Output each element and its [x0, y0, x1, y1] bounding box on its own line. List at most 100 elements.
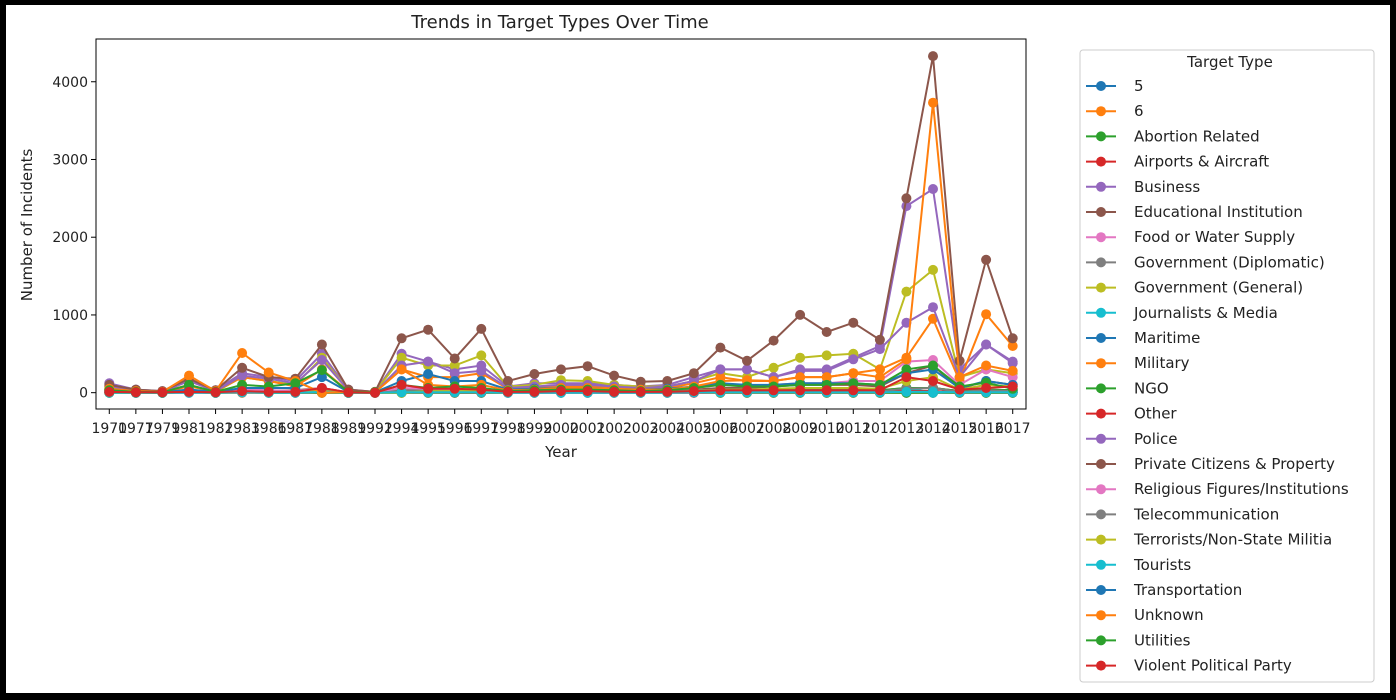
legend-label: Private Citizens & Property — [1134, 455, 1335, 473]
data-point — [609, 386, 620, 397]
legend-item: 6 — [1086, 102, 1144, 120]
data-point — [184, 370, 194, 381]
data-point — [423, 356, 434, 367]
data-point — [502, 386, 513, 397]
legend-marker — [1096, 106, 1106, 117]
x-tick-label: 2003 — [623, 421, 659, 437]
data-point — [290, 386, 301, 397]
legend-label: Government (Diplomatic) — [1134, 253, 1325, 271]
data-point — [928, 97, 938, 108]
data-point — [316, 355, 327, 365]
data-point — [954, 384, 965, 395]
series-layer — [104, 51, 1018, 398]
data-point — [184, 379, 194, 390]
data-point — [874, 364, 885, 375]
x-tick-label: 2017 — [995, 421, 1031, 437]
data-point — [901, 354, 912, 365]
data-point — [901, 386, 912, 397]
data-point — [795, 385, 806, 396]
x-tick-label: 1994 — [384, 421, 420, 437]
data-point — [263, 386, 274, 397]
data-point — [529, 369, 540, 379]
data-point — [396, 333, 407, 344]
data-point — [928, 51, 938, 62]
data-point — [1007, 365, 1018, 376]
data-point — [370, 387, 380, 398]
data-point — [742, 385, 752, 396]
y-axis-label: Number of Incidents — [18, 149, 36, 302]
legend-label: 6 — [1134, 102, 1144, 120]
data-point — [423, 324, 434, 335]
x-tick-label: 1996 — [437, 421, 473, 437]
legend-label: Abortion Related — [1134, 127, 1260, 145]
data-point — [848, 385, 859, 396]
data-point — [449, 368, 460, 379]
x-tick-label: 2016 — [968, 421, 1004, 437]
x-tick-label: 2007 — [729, 421, 765, 437]
data-point — [928, 184, 938, 194]
data-point — [316, 339, 327, 350]
x-tick-label: 2010 — [809, 421, 845, 437]
data-point — [848, 354, 859, 365]
legend-item: Tourists — [1086, 556, 1191, 574]
x-tick-label: 2001 — [570, 421, 606, 437]
x-tick-label: 1992 — [357, 421, 393, 437]
legend-label: 5 — [1134, 77, 1144, 95]
data-point — [130, 387, 141, 398]
data-point — [688, 386, 699, 397]
data-point — [423, 383, 434, 394]
legend-label: Terrorists/Non-State Militia — [1133, 531, 1332, 549]
data-point — [874, 385, 885, 396]
legend-marker — [1096, 307, 1106, 318]
data-point — [343, 387, 354, 398]
data-point — [662, 376, 673, 386]
data-point — [901, 372, 912, 383]
legend-item: Unknown — [1086, 606, 1204, 624]
legend-item: Transportation — [1086, 581, 1242, 599]
x-axis: 1970197719791981198219831986198719881989… — [91, 409, 1031, 437]
data-point — [954, 372, 965, 383]
data-point — [449, 360, 460, 371]
legend: Target Type 5 6 Abortion Related Airports &… — [1079, 49, 1375, 683]
x-tick-label: 2008 — [756, 421, 792, 437]
legend-marker — [1096, 534, 1106, 545]
legend-marker — [1096, 610, 1106, 621]
legend-label: Maritime — [1134, 329, 1200, 347]
legend-item: Religious Figures/Institutions — [1086, 480, 1349, 498]
x-tick-label: 2014 — [915, 421, 951, 437]
data-point — [874, 344, 885, 355]
legend-marker — [1096, 484, 1106, 495]
data-point — [662, 386, 673, 397]
legend-label: Tourists — [1133, 556, 1191, 574]
x-tick-label: 2004 — [649, 421, 685, 437]
data-point — [742, 364, 752, 375]
x-tick-label: 2013 — [889, 421, 925, 437]
data-point — [582, 386, 593, 397]
data-point — [237, 348, 248, 358]
data-point — [263, 367, 274, 378]
data-point — [715, 385, 726, 396]
legend-marker — [1096, 333, 1106, 343]
legend-item: NGO — [1086, 379, 1169, 397]
data-point — [981, 254, 992, 265]
legend-item: Terrorists/Non-State Militia — [1086, 531, 1332, 549]
x-tick-label: 2006 — [703, 421, 739, 437]
data-point — [821, 327, 832, 337]
legend-item: Educational Institution — [1086, 203, 1303, 221]
x-tick-label: 1986 — [251, 421, 287, 437]
legend-label: Other — [1134, 405, 1177, 423]
legend-label: Business — [1134, 178, 1200, 196]
y-tick-label: 0 — [79, 386, 88, 402]
data-point — [210, 387, 221, 398]
legend-label: Journalists & Media — [1133, 304, 1278, 322]
y-axis: 0 1000 2000 3000 4000 — [52, 75, 96, 402]
data-point — [928, 264, 938, 275]
legend-marker — [1096, 559, 1106, 570]
data-point — [529, 386, 540, 397]
data-point — [1007, 333, 1018, 344]
data-point — [316, 372, 327, 383]
x-tick-label: 2011 — [835, 421, 871, 437]
data-point — [901, 286, 912, 297]
legend-title: Target Type — [1186, 53, 1273, 71]
legend-label: Military — [1134, 354, 1190, 372]
